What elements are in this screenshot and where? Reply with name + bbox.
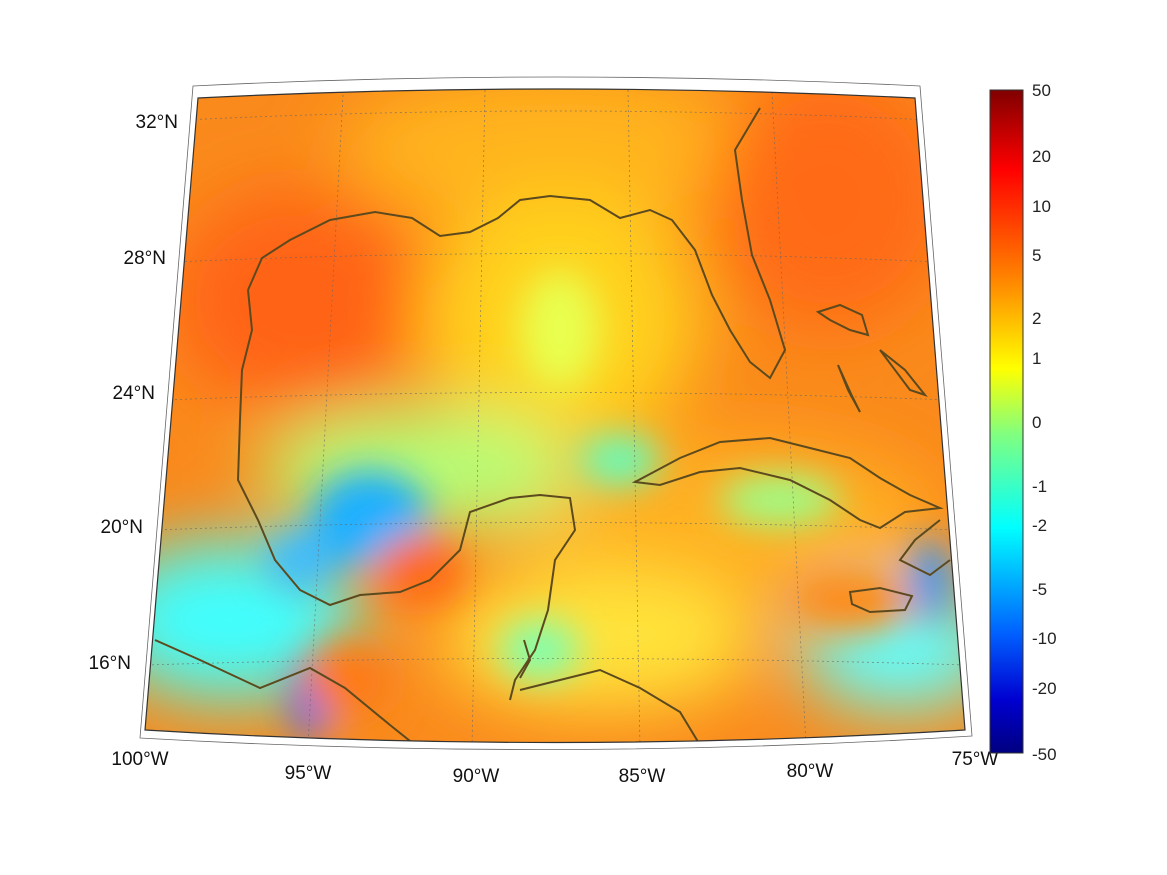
colorbar-tick-m1: -1 bbox=[1032, 477, 1047, 496]
colorbar-tick-0: 0 bbox=[1032, 413, 1041, 432]
lon-label-95w: 95°W bbox=[285, 763, 332, 784]
colorbar: 50 20 10 5 2 1 0 -1 -2 -5 -10 -20 -50 bbox=[989, 81, 1057, 764]
colorbar-tick-m50: -50 bbox=[1032, 745, 1057, 764]
lon-label-85w: 85°W bbox=[619, 766, 666, 787]
lat-label-16n: 16°N bbox=[89, 653, 131, 674]
map-frame-outer bbox=[139, 76, 973, 750]
colorbar-tick-20: 20 bbox=[1032, 147, 1051, 166]
colorbar-tick-50: 50 bbox=[1032, 81, 1051, 100]
map-frame bbox=[144, 88, 966, 744]
graticule bbox=[146, 89, 965, 743]
lon-label-80w: 80°W bbox=[787, 761, 834, 782]
colorbar-gradient bbox=[989, 89, 1024, 754]
colorbar-tick-10: 10 bbox=[1032, 197, 1051, 216]
colorbar-tick-1: 1 bbox=[1032, 349, 1041, 368]
lon-label-90w: 90°W bbox=[453, 766, 500, 787]
colorbar-tick-5: 5 bbox=[1032, 246, 1041, 265]
colorbar-tick-2: 2 bbox=[1032, 309, 1041, 328]
field-layer bbox=[145, 89, 965, 743]
lat-label-28n: 28°N bbox=[124, 248, 166, 269]
lat-label-24n: 24°N bbox=[113, 383, 155, 404]
lon-label-100w: 100°W bbox=[111, 749, 168, 770]
colorbar-tick-m5: -5 bbox=[1032, 580, 1047, 599]
lat-labels: 32°N 28°N 24°N 20°N 16°N bbox=[89, 112, 178, 674]
lon-labels: 100°W 95°W 90°W 85°W 80°W 75°W bbox=[111, 749, 998, 787]
colorbar-tick-m2: -2 bbox=[1032, 516, 1047, 535]
lat-label-20n: 20°N bbox=[101, 517, 143, 538]
lon-label-75w: 75°W bbox=[952, 749, 999, 770]
lat-label-32n: 32°N bbox=[136, 112, 178, 133]
colorbar-tick-m10: -10 bbox=[1032, 629, 1057, 648]
colorbar-tick-m20: -20 bbox=[1032, 679, 1057, 698]
coastlines bbox=[154, 107, 951, 743]
